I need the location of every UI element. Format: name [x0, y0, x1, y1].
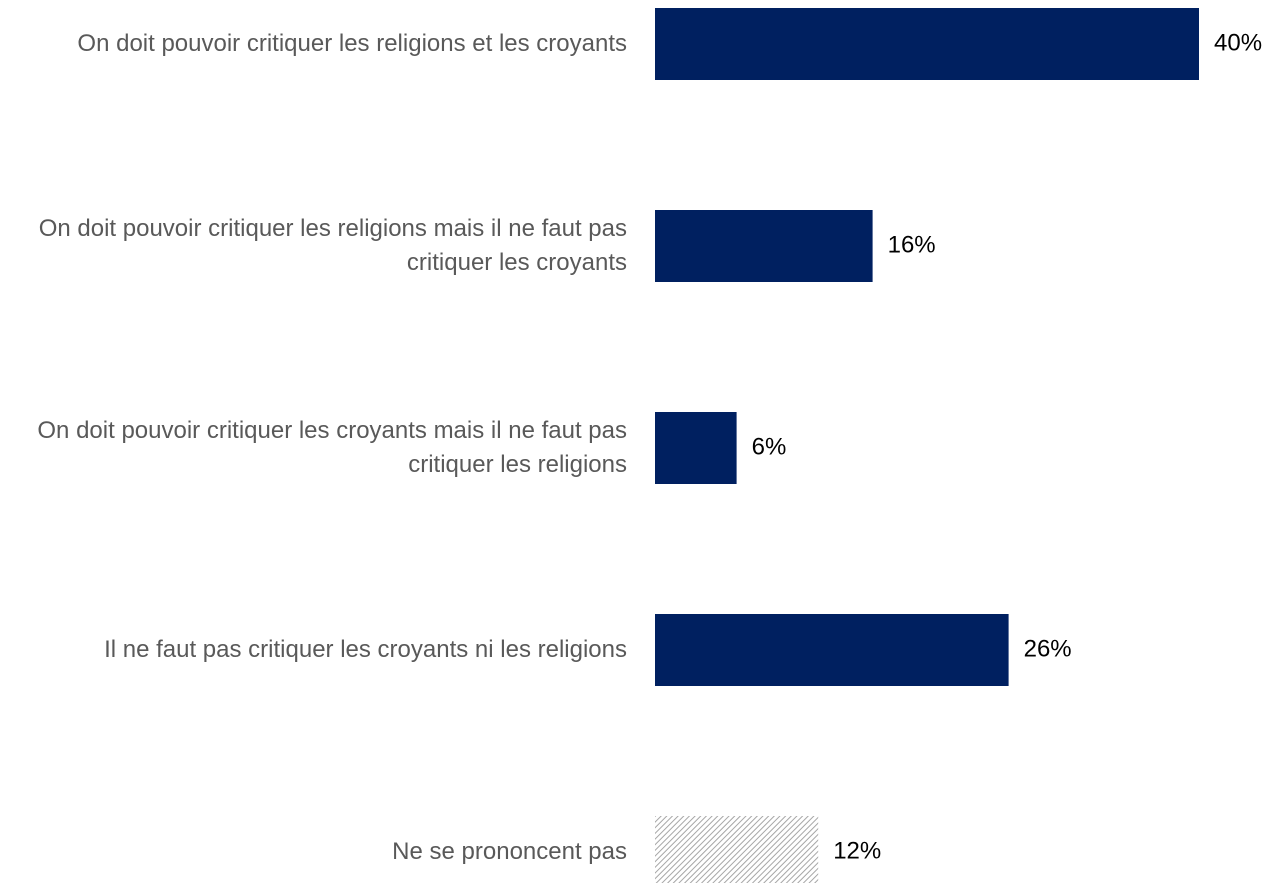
- category-label: On doit pouvoir critiquer les religions …: [38, 215, 627, 276]
- category-label: Il ne faut pas critiquer les croyants ni…: [104, 636, 627, 663]
- value-label: 40%: [1214, 29, 1262, 56]
- value-label: 12%: [833, 837, 881, 864]
- value-label: 16%: [888, 231, 936, 258]
- value-label: 6%: [752, 433, 787, 460]
- bar: [655, 412, 737, 484]
- bar: [655, 210, 873, 282]
- bar: [655, 8, 1199, 80]
- category-label: Ne se prononcent pas: [392, 838, 627, 865]
- bar: [655, 614, 1009, 686]
- bar: [655, 816, 819, 883]
- value-label: 26%: [1024, 635, 1072, 662]
- category-label: On doit pouvoir critiquer les religions …: [77, 30, 627, 57]
- category-label: On doit pouvoir critiquer les croyants m…: [37, 417, 627, 478]
